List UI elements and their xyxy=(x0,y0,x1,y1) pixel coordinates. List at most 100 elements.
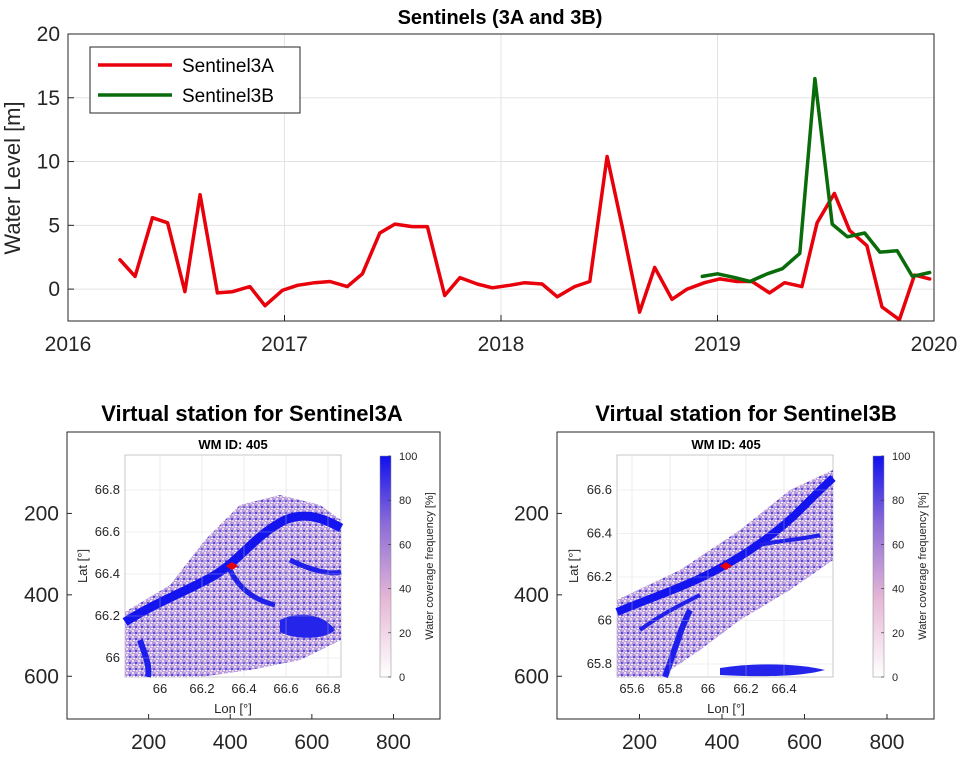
a-inner-y-tick-label-66: 66 xyxy=(106,650,120,665)
b-outer-x-tick-label-800: 800 xyxy=(869,731,904,754)
outer-x-ticks-3a: 200 400 600 800 xyxy=(131,714,411,754)
tributary-3a xyxy=(137,639,152,678)
a-colorbar-tick-label-80: 80 xyxy=(399,495,411,507)
inner-ylabel-3a: Lat [°] xyxy=(75,549,90,583)
b-inner-y-tick-label-66-6: 66.6 xyxy=(587,482,612,497)
a-colorbar-tick-label-40: 40 xyxy=(399,584,411,596)
b-outer-y-tick-label-200: 200 xyxy=(514,502,549,525)
y-tick-label-10: 10 xyxy=(37,151,60,174)
colorbar-label-3a: Water coverage frequency [%] xyxy=(424,492,436,640)
river-channel-3a xyxy=(122,511,344,626)
b-colorbar-tick-label-100: 100 xyxy=(892,451,910,463)
inner-xlabel-3a: Lon [°] xyxy=(214,701,252,716)
a-colorbar-tick-label-20: 20 xyxy=(399,628,411,640)
station-marker-3a xyxy=(226,562,238,570)
x-tick-labels: 2016 2017 2018 2019 2020 xyxy=(45,315,958,356)
virtual-station-3a-panel: Virtual station for Sentinel3A 200 400 600… xyxy=(24,401,441,754)
b-colorbar-tick-label-0: 0 xyxy=(892,672,898,684)
tributary-3b xyxy=(662,608,693,679)
b-outer-y-tick-label-400: 400 xyxy=(514,584,549,607)
y-tick-label-0: 0 xyxy=(48,278,60,301)
colorbar-ticks-3b: 0 20 40 60 80 100 xyxy=(881,451,910,684)
outer-y-ticks-3a: 200 400 600 xyxy=(24,502,72,688)
x-tick-label-2018: 2018 xyxy=(478,333,525,356)
x-tick-label-2019: 2019 xyxy=(694,333,741,356)
inner-title-3b: WM ID: 405 xyxy=(691,437,760,452)
legend-label-sentinel3a: Sentinel3A xyxy=(182,56,274,77)
river-channel-3b xyxy=(615,474,836,616)
b-inner-x-tick-label-65-6: 65.6 xyxy=(619,681,644,696)
b-colorbar-tick-label-40: 40 xyxy=(892,584,904,596)
legend-label-sentinel3b: Sentinel3B xyxy=(182,86,274,107)
a-colorbar-tick-label-0: 0 xyxy=(399,672,405,684)
y-tick-labels: 0 5 10 15 20 xyxy=(37,23,74,301)
b-colorbar-tick-label-80: 80 xyxy=(892,495,904,507)
a-colorbar-tick-label-60: 60 xyxy=(399,539,411,551)
b-outer-x-tick-label-600: 600 xyxy=(787,731,822,754)
outer-y-ticks-3b: 200 400 600 xyxy=(514,502,562,688)
b-inner-x-tick-label-66-4: 66.4 xyxy=(771,681,796,696)
station-marker-3b xyxy=(720,562,732,570)
a-outer-x-tick-label-800: 800 xyxy=(376,731,411,754)
inner-ylabel-3b: Lat [°] xyxy=(566,549,581,583)
a-outer-x-tick-label-200: 200 xyxy=(131,731,166,754)
a-inner-x-tick-label-66: 66 xyxy=(153,681,167,696)
colorbar-3b xyxy=(872,455,885,678)
colorbar-label-3b: Water coverage frequency [%] xyxy=(917,492,929,640)
water-map-3b xyxy=(615,454,836,679)
a-inner-x-tick-label-66-8: 66.8 xyxy=(315,681,340,696)
water-map-3a xyxy=(122,454,344,678)
b-inner-y-tick-label-66-2: 66.2 xyxy=(587,569,612,584)
b-outer-y-tick-label-600: 600 xyxy=(514,665,549,688)
panel-title-3a: Virtual station for Sentinel3A xyxy=(101,401,403,426)
a-outer-y-tick-label-400: 400 xyxy=(24,584,59,607)
legend: Sentinel3A Sentinel3B xyxy=(89,46,301,114)
a-inner-y-tick-label-66-2: 66.2 xyxy=(95,608,120,623)
a-inner-y-tick-label-66-4: 66.4 xyxy=(95,566,120,581)
floodplain-3b xyxy=(617,470,833,677)
colorbar-3a xyxy=(379,455,392,678)
inner-y-ticks-3a: 66 66.2 66.4 66.6 66.8 xyxy=(95,482,120,665)
b-inner-x-tick-label-66: 66 xyxy=(701,681,715,696)
x-tick-label-2017: 2017 xyxy=(261,333,308,356)
b-inner-x-tick-label-66-2: 66.2 xyxy=(733,681,758,696)
x-tick-label-2016: 2016 xyxy=(45,333,92,356)
inner-xlabel-3b: Lon [°] xyxy=(707,701,745,716)
inner-grid-3b xyxy=(617,455,833,677)
y-tick-label-15: 15 xyxy=(37,87,60,110)
a-inner-x-tick-label-66-6: 66.6 xyxy=(273,681,298,696)
water-level-chart: Sentinels (3A and 3B) 2016 2017 2018 2019 20… xyxy=(0,7,957,356)
y-tick-label-5: 5 xyxy=(48,214,60,237)
b-inner-y-tick-label-65-8: 65.8 xyxy=(587,656,612,671)
y-axis-label: Water Level [m] xyxy=(0,101,25,254)
b-outer-x-tick-label-400: 400 xyxy=(704,731,739,754)
a-colorbar-tick-label-100: 100 xyxy=(399,451,417,463)
chart-title: Sentinels (3A and 3B) xyxy=(398,7,603,29)
colorbar-ticks-3a: 0 20 40 60 80 100 xyxy=(388,451,417,684)
series-layer xyxy=(118,76,932,322)
panel-title-3b: Virtual station for Sentinel3B xyxy=(595,401,897,426)
b-inner-y-tick-label-66: 66 xyxy=(598,613,612,628)
b-inner-x-tick-label-65-8: 65.8 xyxy=(657,681,682,696)
a-inner-y-tick-label-66-6: 66.6 xyxy=(95,524,120,539)
a-outer-x-tick-label-400: 400 xyxy=(213,731,248,754)
a-outer-x-tick-label-600: 600 xyxy=(294,731,329,754)
b-outer-x-tick-label-200: 200 xyxy=(622,731,657,754)
b-inner-y-tick-label-66-4: 66.4 xyxy=(587,526,612,541)
inner-title-3a: WM ID: 405 xyxy=(198,437,267,452)
b-colorbar-tick-label-60: 60 xyxy=(892,539,904,551)
inner-x-ticks-3b: 65.6 65.8 66 66.2 66.4 xyxy=(619,681,796,696)
x-tick-label-2020: 2020 xyxy=(911,333,958,356)
b-colorbar-tick-label-20: 20 xyxy=(892,628,904,640)
a-inner-x-tick-label-66-4: 66.4 xyxy=(231,681,256,696)
inner-grid-3a xyxy=(125,455,341,677)
virtual-station-3b-panel: Virtual station for Sentinel3B 200 400 600… xyxy=(514,401,935,754)
inner-x-ticks-3a: 66 66.2 66.4 66.6 66.8 xyxy=(153,681,341,696)
a-inner-y-tick-label-66-8: 66.8 xyxy=(95,482,120,497)
river-branch-3a xyxy=(227,557,342,608)
y-tick-label-20: 20 xyxy=(37,23,60,46)
lake-3a xyxy=(280,614,335,638)
outer-x-ticks-3b: 200 400 600 800 xyxy=(622,714,905,754)
a-inner-x-tick-label-66-2: 66.2 xyxy=(189,681,214,696)
